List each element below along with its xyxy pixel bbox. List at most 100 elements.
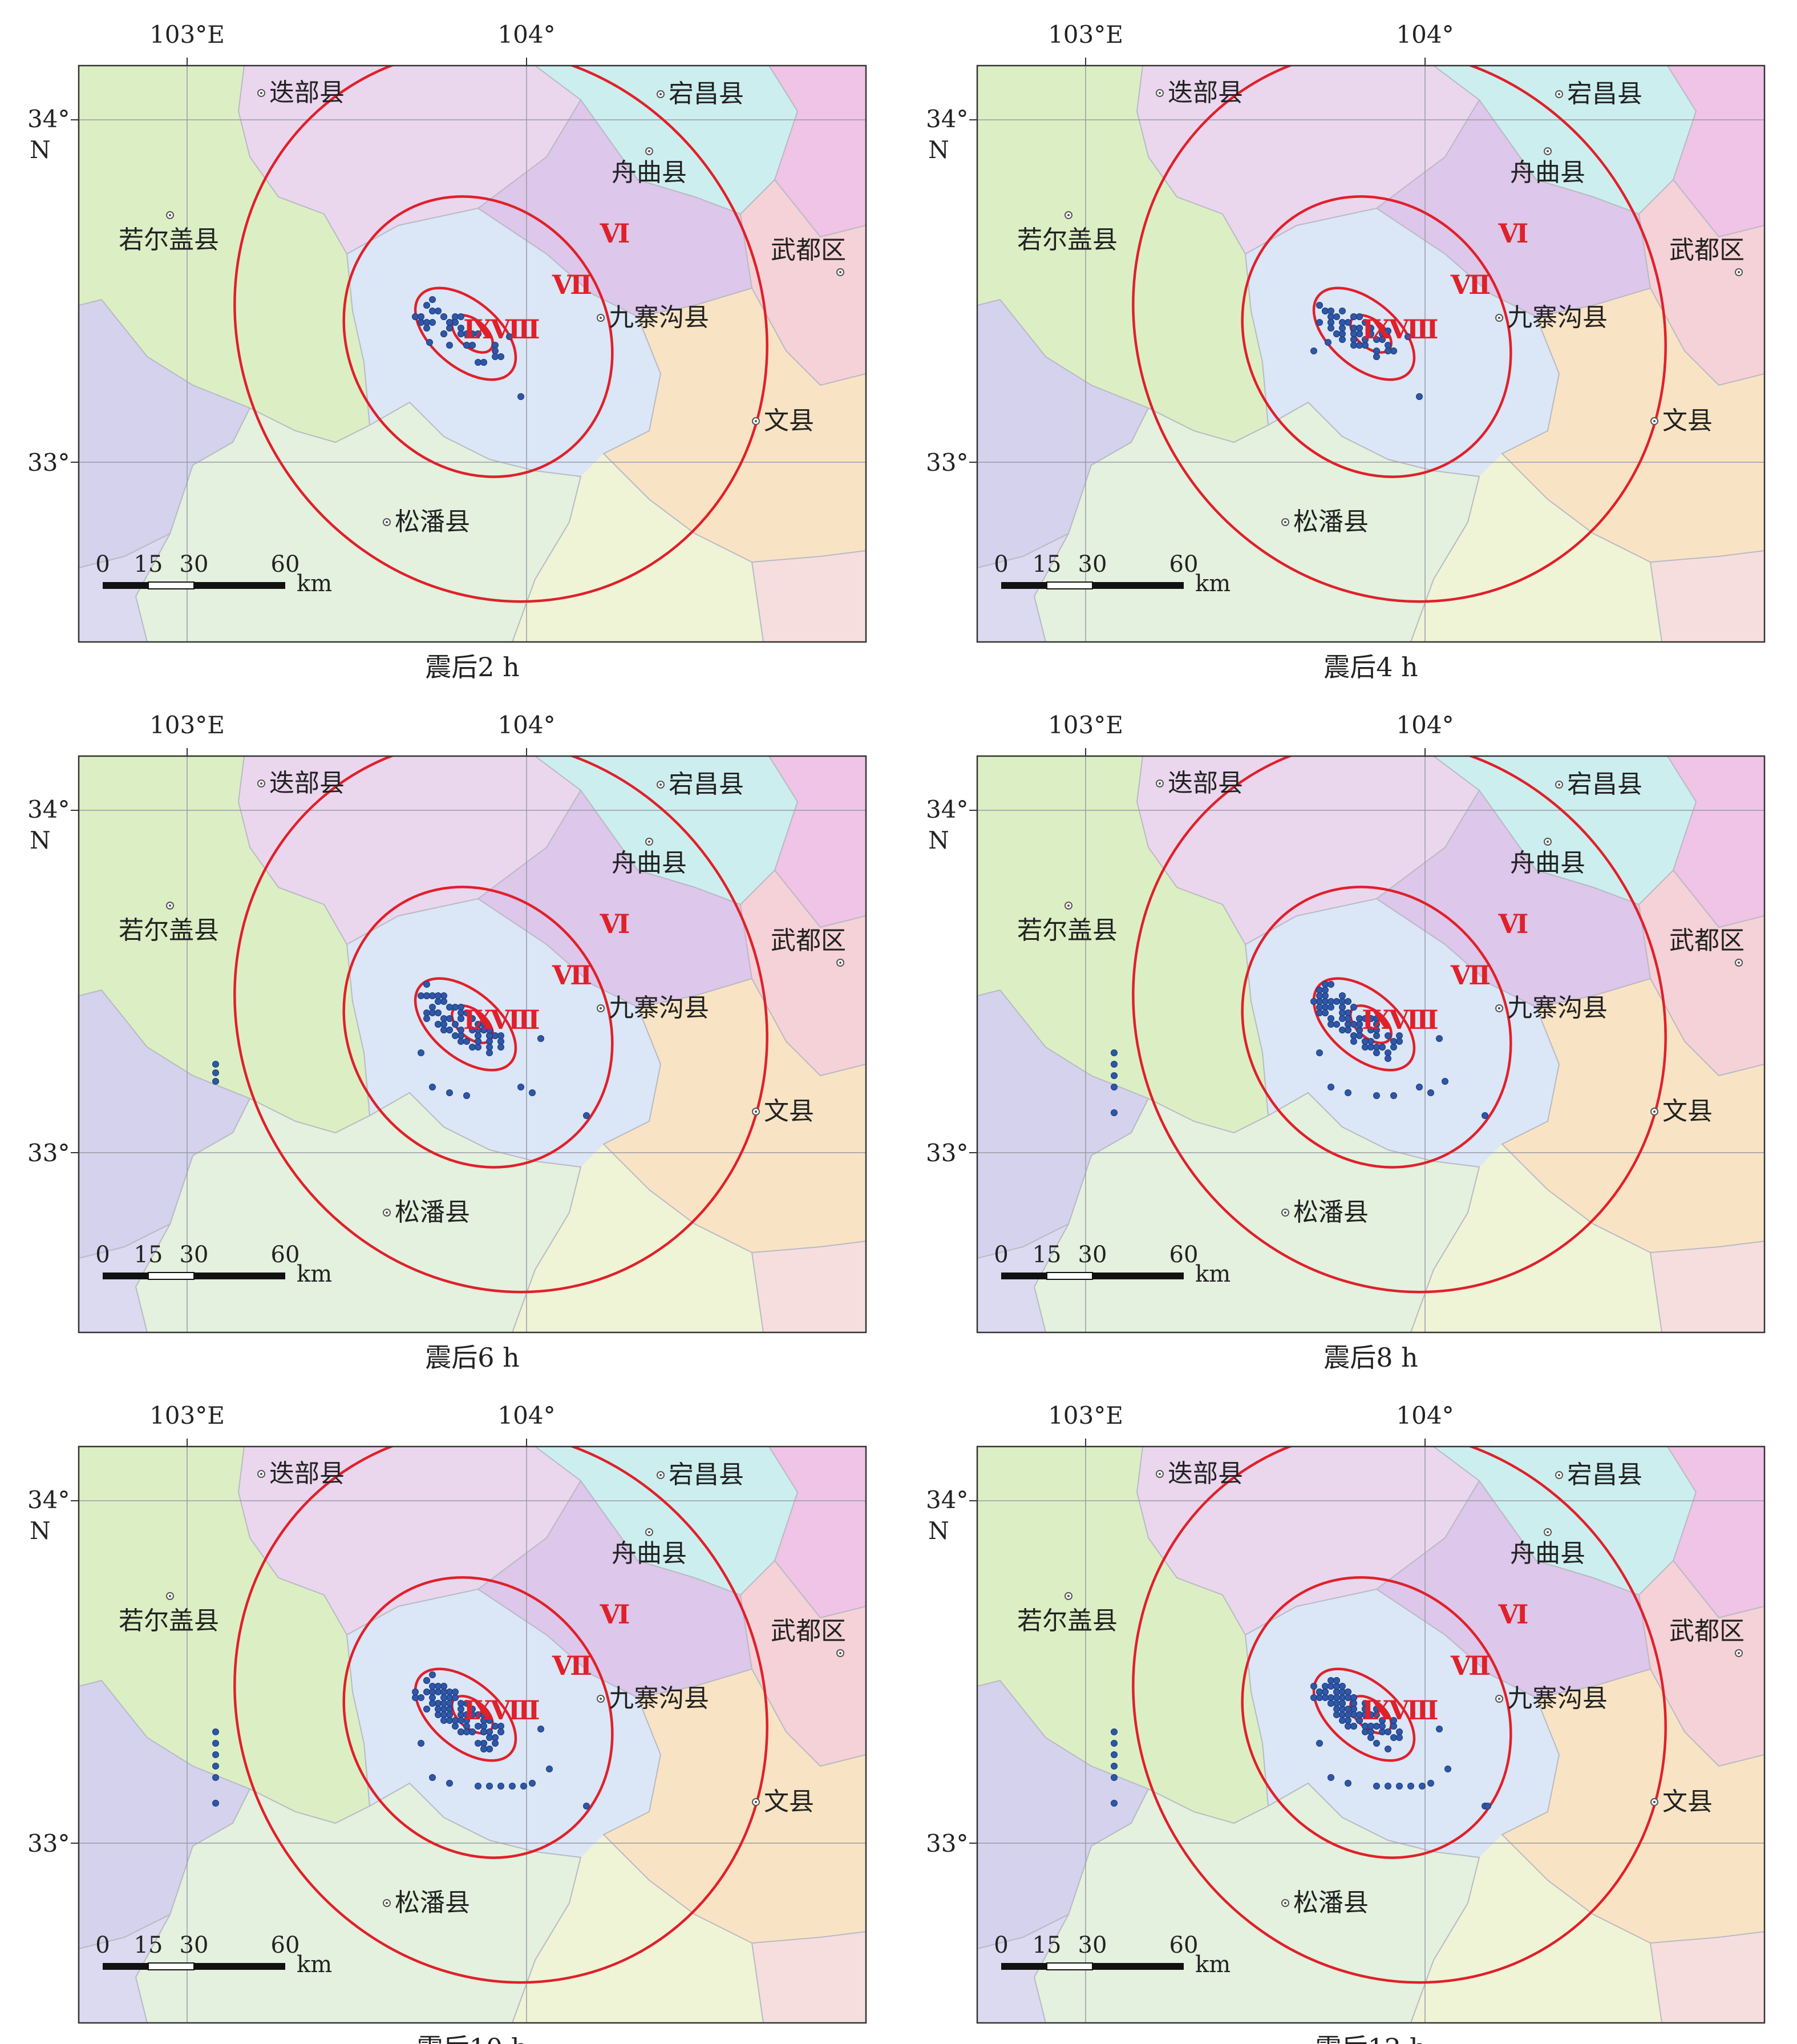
panel-caption: 震后2 h <box>425 652 520 682</box>
lat-tick-label: 33° <box>926 449 968 476</box>
aftershock-dot <box>583 1112 590 1119</box>
aftershock-dot <box>1405 333 1411 340</box>
aftershock-dot <box>1373 353 1380 360</box>
aftershock-dot <box>1390 1038 1397 1045</box>
scale-segment <box>1046 1962 1093 1970</box>
aftershock-dot <box>429 1683 436 1690</box>
aftershock-dot <box>1322 992 1329 999</box>
aftershock-dot <box>1367 330 1374 337</box>
lat-unit-label: N <box>928 136 949 164</box>
aftershock-dot <box>423 319 430 326</box>
aftershock-dot <box>475 1044 481 1051</box>
county-seat-marker-center <box>1558 93 1560 95</box>
scale-tick-label: 15 <box>1033 1932 1062 1958</box>
aftershock-dot <box>475 1740 481 1747</box>
aftershock-dot <box>486 1717 493 1724</box>
county-diebu: 迭部县 <box>269 78 345 107</box>
aftershock-dot <box>1327 1084 1334 1090</box>
county-seat-marker-center <box>260 1473 262 1475</box>
isoseismal-vii <box>342 886 614 1169</box>
aftershock-dot <box>452 313 459 320</box>
intensity-label-viii: Ⅷ <box>489 1695 540 1726</box>
county-zhouqu: 舟曲县 <box>1510 849 1585 878</box>
aftershock-dot <box>429 1671 436 1678</box>
county-seat-marker-center <box>600 1698 602 1700</box>
aftershock-dot <box>1345 1780 1351 1787</box>
aftershock-dot <box>1350 1711 1357 1718</box>
aftershock-dot <box>429 1688 436 1695</box>
county-wudu: 武都区 <box>771 236 846 265</box>
aftershock-dot <box>452 1021 459 1028</box>
county-songpan: 松潘县 <box>1293 1198 1369 1227</box>
aftershock-dot <box>440 1683 447 1690</box>
aftershock-dot <box>1436 1035 1443 1042</box>
county-seat-marker-center <box>260 92 262 94</box>
county-ruoergai: 若尔盖县 <box>119 1606 219 1635</box>
county-seat-marker-center <box>1653 1110 1656 1113</box>
county-wudu: 武都区 <box>1669 926 1745 955</box>
aftershock-dot <box>429 1694 436 1701</box>
map-overlay <box>1111 756 1667 1294</box>
aftershock-dot <box>1333 1021 1340 1028</box>
aftershock-dot <box>1327 1021 1334 1028</box>
aftershock-dot <box>1373 1049 1380 1056</box>
county-wenxian: 文县 <box>1662 1097 1713 1126</box>
county-dangchang: 宕昌县 <box>1567 770 1642 799</box>
scale-segment <box>1092 1273 1184 1279</box>
aftershock-dot <box>1339 1688 1346 1695</box>
map-frame <box>976 755 1766 1334</box>
intensity-label-vii: Ⅶ <box>552 960 592 991</box>
aftershock-dot <box>463 1038 470 1045</box>
county-wudu: 武都区 <box>1669 236 1745 265</box>
aftershock-dot <box>1333 1700 1340 1707</box>
aftershock-dot <box>435 1683 442 1690</box>
aftershock-dot <box>1333 1688 1340 1695</box>
aftershock-dot <box>1316 1688 1323 1695</box>
aftershock-dot <box>452 1694 459 1701</box>
aftershock-dot <box>1385 1746 1391 1752</box>
aftershock-dot <box>520 1783 527 1789</box>
aftershock-dot <box>1484 1803 1491 1809</box>
aftershock-dot <box>435 1706 442 1712</box>
isoseismal-vi <box>1132 66 1667 603</box>
aftershock-dot <box>1345 1717 1351 1724</box>
aftershock-dot <box>446 1004 453 1011</box>
county-seat-marker-center <box>1498 1698 1500 1700</box>
county-seat-marker-center <box>386 1211 388 1214</box>
aftershock-dot <box>212 1728 219 1735</box>
aftershock-dot <box>440 998 447 1005</box>
aftershock-dot <box>1327 1015 1334 1022</box>
aftershock-dot <box>458 1038 464 1045</box>
scale-tick-label: 0 <box>95 1242 110 1268</box>
lon-tick-label: 103°E <box>149 21 225 49</box>
county-ruoergai: 若尔盖县 <box>119 916 219 945</box>
aftershock-dot <box>497 1728 504 1735</box>
lon-tick-label: 104° <box>1396 21 1454 49</box>
aftershock-dot <box>1316 1004 1323 1011</box>
aftershock-dot <box>418 992 424 999</box>
scale-tick-label: 30 <box>1078 1242 1107 1268</box>
scale-tick-label: 15 <box>1033 1242 1062 1268</box>
aftershock-dot <box>1362 1044 1369 1051</box>
aftershock-dot <box>1373 1044 1380 1051</box>
aftershock-dot <box>1350 313 1357 320</box>
scale-tick-label: 60 <box>1169 1242 1199 1268</box>
aftershock-dot <box>492 1740 499 1747</box>
aftershock-dot <box>1373 1027 1380 1033</box>
aftershock-dot <box>1385 328 1391 334</box>
aftershock-dot <box>429 1774 436 1781</box>
aftershock-dot <box>486 1049 493 1056</box>
aftershock-dot <box>435 1009 442 1016</box>
county-seat-marker-center <box>839 1652 841 1654</box>
county-songpan: 松潘县 <box>395 1888 470 1917</box>
county-jiuzhaigou: 九寨沟县 <box>609 993 709 1023</box>
scale-tick-label: 15 <box>134 1242 163 1268</box>
intensity-label-viii: Ⅷ <box>1388 1004 1438 1035</box>
panel-caption: 震后8 h <box>1324 1342 1418 1373</box>
aftershock-dot <box>1427 1089 1434 1096</box>
aftershock-dot <box>212 1069 219 1076</box>
aftershock-dot <box>1339 998 1346 1005</box>
county-seat-marker-center <box>260 782 262 785</box>
